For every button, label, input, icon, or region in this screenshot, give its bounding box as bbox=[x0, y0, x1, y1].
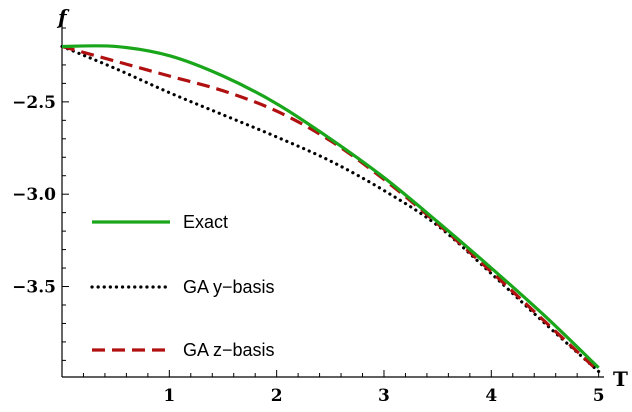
y-tick-label: −2.5 bbox=[12, 93, 56, 113]
y-tick-label: −3.0 bbox=[12, 185, 56, 205]
legend-label: Exact bbox=[183, 212, 228, 232]
legend-label: GA y−basis bbox=[183, 277, 275, 297]
y-tick-label: −3.5 bbox=[12, 278, 56, 298]
series-line-dotted bbox=[60, 44, 601, 374]
legend-label: GA z−basis bbox=[183, 340, 275, 360]
x-tick-label: 3 bbox=[378, 386, 390, 406]
x-tick-label: 5 bbox=[593, 386, 605, 406]
series-line-solid bbox=[61, 44, 600, 369]
series-line-dashed bbox=[61, 44, 600, 373]
axes: 1 2 3 4 5 −2.5 −3.0 −3.5 bbox=[12, 22, 605, 406]
y-axis-title: f bbox=[56, 5, 70, 29]
x-axis-title: T bbox=[613, 367, 628, 391]
series-group bbox=[60, 44, 601, 374]
legend: Exact GA y−basis GA z−basis bbox=[90, 212, 275, 360]
x-tick-label: 2 bbox=[271, 386, 283, 406]
x-tick-label: 4 bbox=[485, 386, 497, 406]
x-tick-label: 1 bbox=[163, 386, 175, 406]
